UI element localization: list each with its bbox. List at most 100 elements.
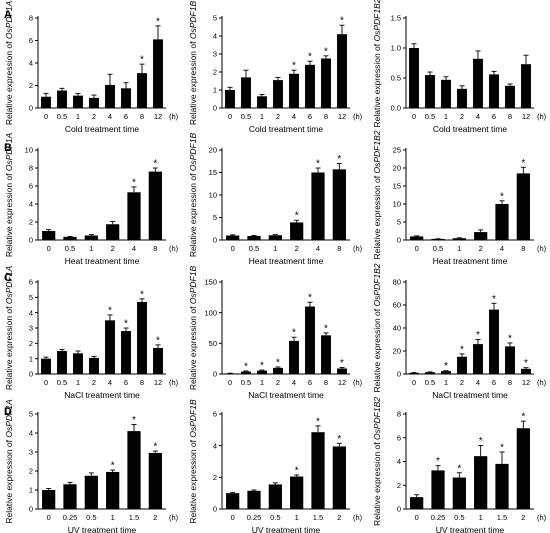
x-axis-unit: (h): [353, 513, 363, 522]
x-tick-label: 1: [89, 244, 93, 253]
bar: [84, 475, 98, 509]
x-tick-label: 0.25: [247, 513, 262, 522]
row-letter-d: D: [4, 406, 12, 418]
significance-star: *: [308, 293, 312, 304]
x-tick-label: 8: [140, 112, 144, 121]
x-tick-label: 0.5: [433, 244, 443, 253]
x-tick-label: 1: [457, 244, 461, 253]
x-tick-label: 4: [292, 378, 296, 387]
bar: [505, 85, 515, 108]
y-tick-label: 40: [393, 324, 401, 333]
x-tick-label: 2: [276, 378, 280, 387]
bar: [42, 231, 56, 240]
x-tick-label: 1: [479, 513, 483, 522]
x-tick-label: 8: [521, 244, 525, 253]
x-tick-label: 1: [76, 112, 80, 121]
chart-panel-d-ospdf1a: 0 1 2 3 4 5 Relative expression of OsPDF1A 0 0.2…: [4, 399, 179, 533]
x-tick-label: 1: [295, 513, 299, 522]
y-axis-label-prefix: Relative expression of: [188, 304, 198, 390]
y-axis-label-gene: OsPDF1B: [188, 133, 198, 172]
y-tick-label: 15: [209, 168, 217, 177]
bar: [127, 192, 141, 240]
bar: [127, 431, 141, 509]
x-tick-label: 0: [47, 244, 51, 253]
y-axis-label: Relative expression of OsPDF1B: [188, 399, 198, 524]
x-tick-label: 1.5: [129, 513, 139, 522]
x-tick-label: 8: [324, 378, 328, 387]
y-axis-label-gene: OsPDF1B: [188, 1, 198, 40]
y-tick-label: 0: [213, 104, 217, 113]
x-tick-label: 2: [92, 112, 96, 121]
chart-panel-b-ospdf1b: 0 5 10 15 20 Relative expression of OsPDF1B 0 0…: [188, 133, 363, 266]
bar: [226, 493, 240, 509]
x-tick-label: 1: [260, 378, 264, 387]
x-tick-label: 2: [460, 112, 464, 121]
x-tick-label: 2: [111, 244, 115, 253]
x-tick-label: 1: [444, 378, 448, 387]
x-tick-label: 0.5: [241, 378, 251, 387]
y-tick-label: 0: [397, 370, 401, 379]
bar: [257, 370, 267, 374]
y-axis-label-gene: OsPDF1A: [4, 399, 14, 438]
bar: [137, 301, 147, 374]
bar: [441, 371, 451, 374]
bar: [431, 238, 445, 240]
y-axis-label: Relative expression of OsPDF1A: [4, 133, 14, 258]
significance-star: *: [124, 319, 128, 330]
x-tick-label: 0.5: [65, 244, 75, 253]
y-tick-label: 80: [393, 278, 401, 287]
y-tick-label: 0: [29, 104, 33, 113]
y-axis-label-prefix: Relative expression of: [372, 42, 382, 128]
y-tick-label: 6: [213, 410, 217, 419]
x-tick-label: 6: [124, 378, 128, 387]
significance-star: *: [132, 177, 136, 188]
significance-star: *: [156, 16, 160, 27]
y-axis-label-prefix: Relative expression of: [372, 174, 382, 260]
x-tick-label: 0.5: [57, 112, 67, 121]
x-axis-unit: (h): [537, 244, 547, 253]
y-tick-label: 6: [397, 433, 401, 442]
significance-star: *: [153, 159, 157, 170]
x-tick-label: 4: [316, 244, 320, 253]
bar: [452, 477, 466, 509]
y-axis-label: Relative expression of OsPDF1B: [188, 266, 198, 391]
y-axis-label-prefix: Relative expression of: [372, 440, 382, 526]
bar: [495, 463, 509, 509]
x-tick-label: 2: [92, 378, 96, 387]
x-tick-label: 0: [412, 378, 416, 387]
y-tick-label: 60: [393, 301, 401, 310]
bar: [273, 80, 283, 108]
x-tick-label: 4: [476, 378, 480, 387]
significance-star: *: [500, 191, 504, 202]
y-tick-label: 1: [213, 86, 217, 95]
x-axis-unit: (h): [537, 513, 547, 522]
bar: [57, 351, 67, 374]
x-tick-label: 8: [140, 378, 144, 387]
bar: [268, 235, 282, 240]
significance-star: *: [436, 456, 440, 467]
significance-star: *: [476, 330, 480, 341]
x-tick-label: 1: [444, 112, 448, 121]
bar: [289, 340, 299, 374]
bar: [495, 204, 509, 240]
bar: [57, 90, 67, 108]
y-axis-label: Relative expression of OsPDF1B: [188, 133, 198, 258]
y-axis-label-prefix: Relative expression of: [188, 171, 198, 257]
chart-panel-a-ospdf1b2: 0.0 0.5 1.0 1.5 Relative expression of OsPDF…: [372, 0, 547, 134]
y-axis-label: Relative expression of OsPDF1B2: [372, 397, 382, 526]
x-tick-label: 1: [111, 513, 115, 522]
y-axis-label-gene: OsPDF1A: [4, 133, 14, 172]
bar: [148, 171, 162, 240]
bar: [289, 73, 299, 108]
x-tick-label: 0.5: [270, 513, 280, 522]
bar: [457, 88, 467, 108]
y-tick-label: 10: [209, 191, 217, 200]
x-axis-label: UV treatment time: [436, 525, 505, 533]
bar: [105, 84, 115, 108]
y-tick-label: 3: [29, 324, 33, 333]
y-tick-label: 50: [209, 339, 217, 348]
x-tick-label: 2: [153, 513, 157, 522]
y-axis-label-prefix: Relative expression of: [4, 39, 14, 125]
significance-star: *: [340, 358, 344, 369]
